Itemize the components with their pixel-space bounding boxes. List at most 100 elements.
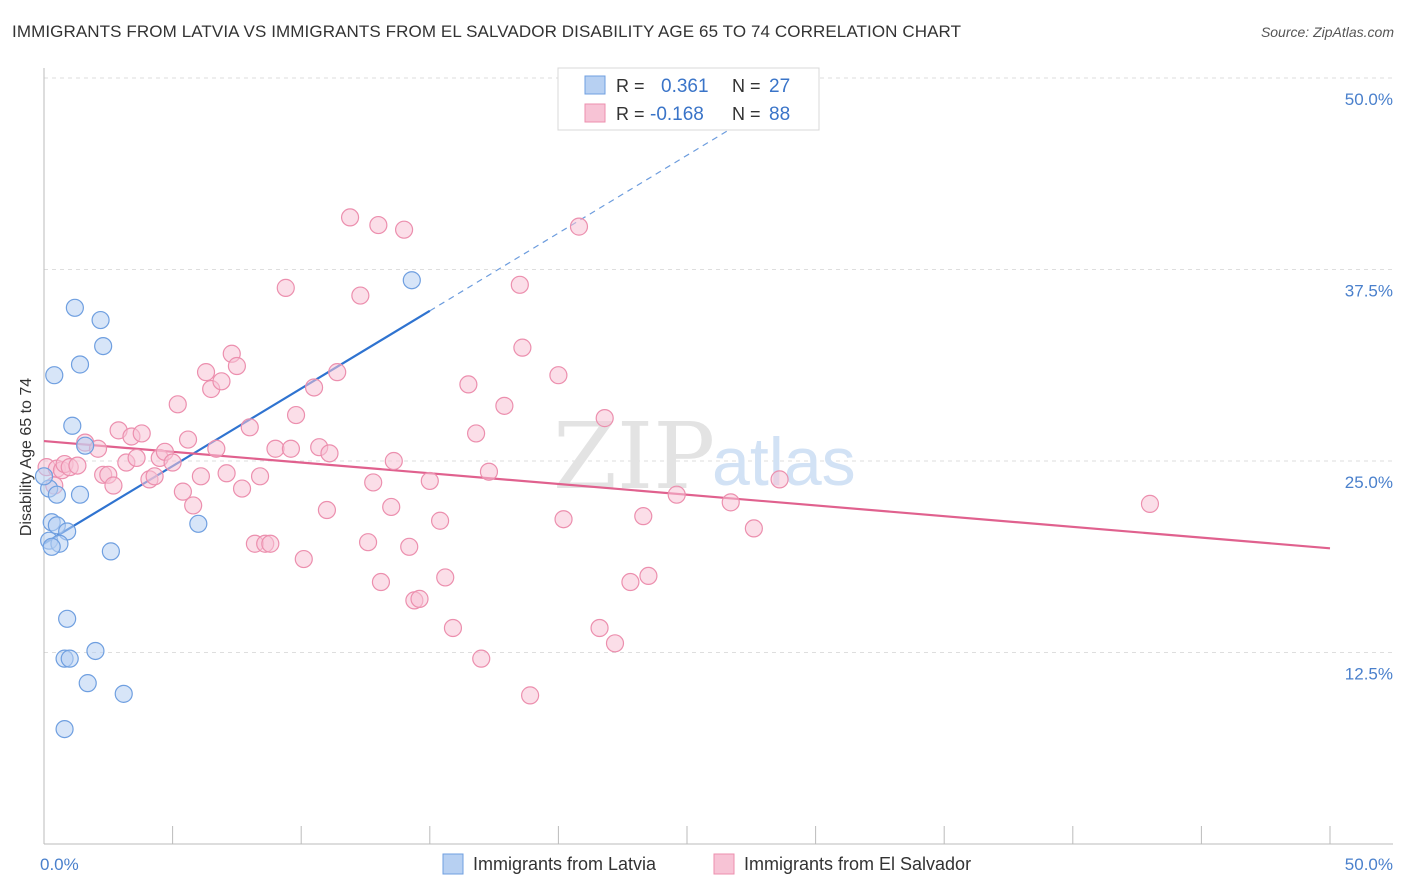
point-series1-39 (266, 439, 285, 458)
point-series1-65 (459, 375, 478, 394)
point-series1-25 (191, 467, 210, 486)
point-series1-36 (250, 467, 270, 486)
point-series1-47 (320, 444, 339, 463)
point-series0-5 (63, 416, 82, 435)
point-series1-61 (420, 471, 439, 491)
point-series0-17 (189, 514, 208, 533)
point-series1-56 (384, 451, 403, 471)
point-series0-1 (91, 310, 110, 330)
point-series1-38 (261, 534, 280, 553)
point-series1-34 (240, 418, 259, 437)
point-series0-25 (402, 271, 421, 290)
legend-r-label-elsalvador: R = (616, 104, 645, 124)
tick-labels: 12.5% 25.0% 37.5% 50.0% 0.0% 50.0% (40, 90, 1393, 874)
point-series1-86 (1140, 494, 1160, 513)
point-series1-55 (382, 497, 401, 517)
watermark: ZIP atlas (553, 403, 856, 510)
legend-n-label-elsalvador: N = (732, 104, 761, 124)
point-series1-77 (595, 409, 614, 428)
point-series1-51 (358, 533, 378, 552)
legend-n-value-latvia: 27 (769, 76, 790, 97)
watermark-atlas: atlas (712, 424, 856, 500)
y-axis-title: Disability Age 65 to 74 (18, 378, 35, 536)
axes (43, 68, 1393, 845)
legend-n-label-latvia: N = (732, 76, 761, 96)
y-tick-label-2: 37.5% (1345, 282, 1393, 301)
point-series1-54 (371, 572, 391, 592)
point-series1-49 (340, 208, 360, 227)
point-series1-28 (207, 439, 226, 458)
point-series1-69 (495, 396, 514, 415)
series-legend: Immigrants from Latvia Immigrants from E… (442, 853, 971, 875)
point-series1-21 (168, 395, 187, 414)
point-series1-74 (554, 510, 573, 529)
legend-r-label-latvia: R = (616, 76, 645, 96)
y-tick-label-0: 12.5% (1345, 665, 1393, 684)
point-series0-3 (70, 355, 90, 374)
point-series1-50 (351, 286, 370, 305)
point-series1-29 (212, 372, 231, 391)
point-series0-15 (42, 537, 61, 556)
trend-lines (43, 108, 1331, 550)
chart-title: IMMIGRANTS FROM LATVIA VS IMMIGRANTS FRO… (12, 22, 962, 41)
point-series0-4 (45, 366, 64, 385)
point-series1-58 (400, 537, 419, 556)
bottom-legend-label-latvia: Immigrants from Latvia (473, 854, 657, 874)
point-series1-72 (521, 686, 540, 705)
point-series1-46 (317, 500, 337, 520)
point-series1-41 (281, 439, 301, 458)
point-series1-42 (286, 405, 306, 425)
point-series1-24 (184, 496, 203, 515)
point-series1-23 (178, 430, 198, 449)
legend-r-value-elsalvador: -0.168 (650, 104, 704, 125)
point-series1-20 (163, 453, 182, 472)
point-series1-48 (328, 363, 347, 382)
point-series1-68 (479, 462, 499, 481)
point-series1-33 (232, 479, 252, 498)
point-series0-21 (60, 649, 79, 668)
point-series1-30 (217, 464, 236, 483)
point-series1-71 (513, 338, 532, 357)
point-series1-10 (104, 476, 123, 495)
point-series0-8 (47, 485, 66, 504)
point-series0-9 (70, 485, 90, 504)
stats-legend: R = 0.361 N = 27 R = -0.168 N = 88 (557, 67, 820, 131)
point-series1-26 (196, 363, 216, 382)
point-series1-75 (569, 217, 589, 236)
watermark-zip: ZIP (553, 403, 715, 510)
point-series1-40 (276, 278, 295, 297)
legend-swatch-elsalvador (584, 103, 606, 123)
point-series1-81 (639, 566, 658, 586)
point-series1-67 (472, 649, 491, 668)
point-series1-52 (364, 473, 383, 492)
point-series1-14 (127, 448, 146, 468)
point-series1-79 (621, 572, 640, 592)
point-series0-2 (94, 337, 113, 356)
point-series1-73 (549, 366, 568, 385)
point-series1-60 (410, 589, 429, 608)
point-series0-0 (65, 298, 84, 317)
y-tick-label-3: 50.0% (1345, 90, 1393, 109)
point-series1-85 (770, 470, 789, 489)
trend-line-1 (43, 439, 1331, 550)
point-series0-24 (55, 719, 74, 739)
x-tick-label-0: 0.0% (40, 855, 79, 874)
legend-r-value-latvia: 0.361 (661, 76, 709, 97)
point-series1-57 (394, 220, 414, 239)
legend-swatch-latvia (584, 75, 606, 95)
point-series0-16 (101, 542, 120, 561)
point-series0-18 (58, 609, 77, 628)
trend-line-0 (43, 309, 431, 545)
point-series1-83 (721, 493, 740, 512)
point-series1-44 (304, 378, 324, 397)
point-series1-15 (132, 424, 151, 443)
point-series0-22 (78, 674, 97, 693)
point-series1-78 (605, 634, 625, 653)
point-series1-5 (68, 456, 87, 475)
point-series0-19 (86, 641, 105, 661)
point-series1-76 (590, 618, 609, 638)
point-series1-43 (294, 549, 313, 569)
bottom-legend-swatch-elsalvador (713, 853, 735, 875)
point-series0-6 (76, 436, 95, 455)
